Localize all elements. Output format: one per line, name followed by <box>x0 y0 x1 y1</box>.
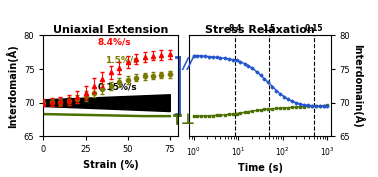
Text: 8.4%/s: 8.4%/s <box>98 38 131 47</box>
Title: Stress Relaxation: Stress Relaxation <box>205 25 315 35</box>
Text: //: // <box>182 57 194 72</box>
X-axis label: Strain (%): Strain (%) <box>83 160 139 170</box>
Text: 0.15: 0.15 <box>305 24 323 33</box>
Text: 8.4: 8.4 <box>228 24 242 33</box>
Text: 1.5: 1.5 <box>263 24 276 33</box>
Text: 1.5%/s: 1.5%/s <box>105 56 139 65</box>
Text: ⊥: ⊥ <box>181 112 195 127</box>
Text: 0.15%/s: 0.15%/s <box>98 83 137 92</box>
Title: Uniaxial Extension: Uniaxial Extension <box>53 25 169 35</box>
X-axis label: Time (s): Time (s) <box>237 163 282 173</box>
Y-axis label: Interdomain(Å): Interdomain(Å) <box>6 44 18 128</box>
Y-axis label: Interdomain(Å): Interdomain(Å) <box>352 44 364 128</box>
